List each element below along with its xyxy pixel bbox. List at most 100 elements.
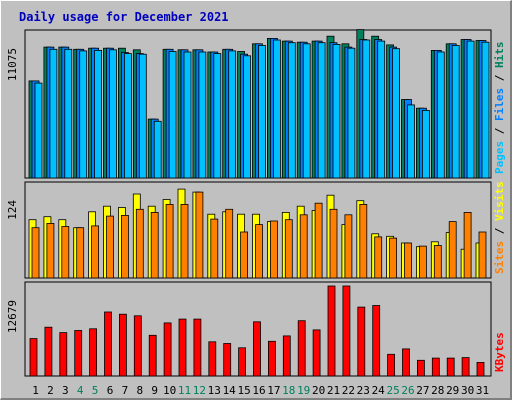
x-tick-day-18: 18 [282,384,295,397]
bar-pages-day-20 [317,42,326,179]
x-tick-day-19: 19 [297,384,310,397]
bar-pages-day-11 [183,51,192,179]
bar-sites-day-27 [418,245,427,279]
bar-kbytes-day-6 [104,311,112,377]
bar-kbytes-day-2 [44,326,53,377]
panel-3-side-label: KBytes [493,332,506,372]
x-tick-day-20: 20 [312,384,325,397]
bar-sites-day-17 [269,220,278,279]
bar-kbytes-day-24 [372,305,381,377]
x-tick-day-25: 25 [386,384,399,397]
bar-sites-day-6 [106,215,114,279]
side-label-part: Visits [493,181,506,221]
x-tick-day-23: 23 [357,384,370,397]
panel-3-y-tick-label: 12679 [6,300,19,333]
bar-sites-day-9 [150,211,159,279]
x-tick-day-7: 7 [122,384,129,397]
bar-sites-day-18 [284,219,293,279]
bar-pages-day-2 [49,48,58,179]
bar-kbytes-day-28 [431,357,440,377]
bar-kbytes-day-4 [74,330,83,377]
bar-kbytes-day-31 [476,361,485,377]
x-tick-day-13: 13 [208,384,221,397]
bar-kbytes-day-10 [163,322,172,377]
bar-kbytes-day-5 [89,328,97,377]
bar-kbytes-day-22 [342,285,351,377]
x-tick-day-10: 10 [163,384,176,397]
bar-sites-day-5 [91,225,99,279]
bar-pages-day-22 [347,47,356,179]
bar-sites-day-26 [404,242,412,279]
bar-pages-day-25 [392,48,401,179]
bar-pages-day-21 [332,44,341,179]
bar-kbytes-day-20 [312,329,321,377]
bar-pages-day-1 [34,82,43,179]
x-tick-day-24: 24 [372,384,386,397]
bar-sites-day-30 [463,211,472,279]
bar-pages-day-12 [198,51,207,179]
bar-sites-day-11 [180,203,189,279]
x-tick-day-6: 6 [107,384,114,397]
bar-sites-day-20 [314,202,323,279]
bar-pages-day-23 [362,39,371,179]
bar-pages-day-14 [228,50,237,179]
x-tick-day-14: 14 [223,384,237,397]
panel-2-side-label: Sites / Visits [493,181,506,274]
x-tick-day-30: 30 [461,384,474,397]
bar-pages-day-8 [138,53,147,179]
bar-pages-day-17 [272,39,281,179]
bar-sites-day-4 [76,227,85,279]
bar-pages-day-15 [243,55,252,179]
bar-sites-day-24 [374,236,383,279]
x-tick-day-31: 31 [476,384,489,397]
bar-sites-day-21 [329,208,338,279]
x-tick-day-22: 22 [342,384,355,397]
bar-pages-day-30 [466,40,475,179]
panel-2-y-tick-label: 124 [6,200,19,220]
bar-sites-day-29 [448,221,457,279]
bar-pages-day-13 [213,53,222,179]
side-label-part: / [493,68,506,88]
x-tick-day-2: 2 [47,384,54,397]
bar-sites-day-28 [433,245,442,279]
bar-sites-day-13 [210,218,219,279]
chart-title: Daily usage for December 2021 [19,10,229,24]
bar-kbytes-day-19 [297,320,306,377]
bar-kbytes-day-1 [29,338,38,377]
bar-sites-day-16 [255,224,263,279]
bar-pages-day-4 [79,50,88,179]
bar-kbytes-day-16 [253,321,261,377]
x-tick-day-4: 4 [77,384,84,397]
bar-kbytes-day-21 [327,285,336,377]
bar-sites-day-14 [225,208,234,279]
bar-sites-day-31 [478,231,487,279]
bar-sites-day-25 [389,237,398,279]
x-tick-day-15: 15 [237,384,250,397]
bar-sites-day-19 [299,214,308,279]
bar-sites-day-23 [359,203,368,279]
bar-kbytes-day-17 [267,340,276,377]
bar-sites-day-22 [344,214,353,279]
bar-sites-day-10 [165,203,174,279]
x-tick-day-9: 9 [151,384,158,397]
bar-pages-day-6 [109,49,117,179]
bar-sites-day-2 [46,222,55,279]
side-label-part: Sites [493,241,506,274]
bar-sites-day-1 [31,227,40,279]
bar-pages-day-19 [302,43,311,179]
bar-kbytes-day-18 [282,335,291,377]
bar-pages-day-5 [94,50,102,179]
x-tick-day-8: 8 [136,384,143,397]
x-tick-day-3: 3 [62,384,69,397]
side-label-part: / [493,121,506,141]
bar-kbytes-day-3 [59,332,68,377]
panel-1-y-tick-label: 11075 [6,48,19,81]
x-tick-day-16: 16 [252,384,265,397]
bar-pages-day-7 [124,53,132,179]
bar-pages-day-28 [436,51,445,179]
bar-kbytes-day-23 [357,306,366,377]
bar-sites-day-15 [240,231,249,279]
bar-sites-day-12 [195,191,204,279]
